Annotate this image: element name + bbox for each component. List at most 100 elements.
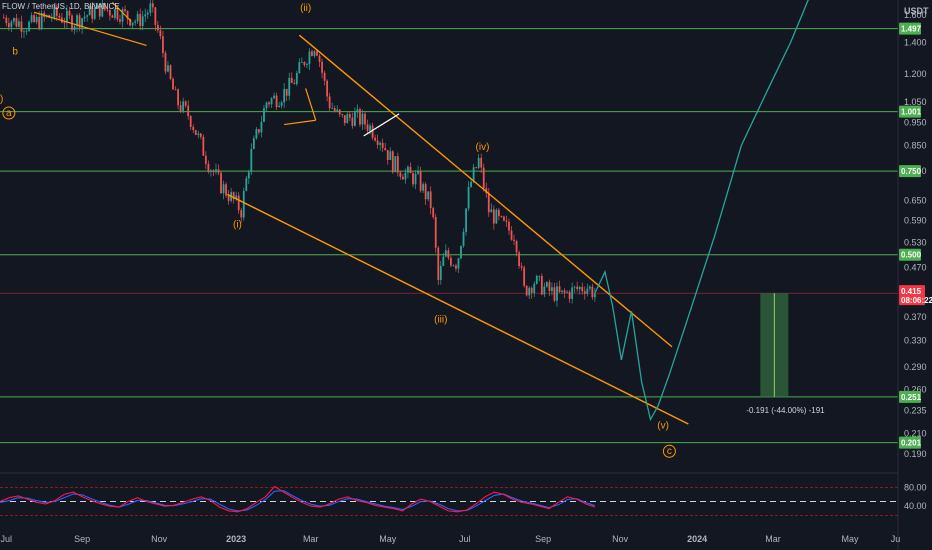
candle-body xyxy=(404,172,407,180)
candle-body xyxy=(179,105,182,112)
candle-body xyxy=(505,220,508,222)
candle-body xyxy=(28,21,30,31)
candle-body xyxy=(98,3,101,17)
candle-body xyxy=(124,9,126,11)
candle-body xyxy=(308,51,311,65)
candle-body xyxy=(220,172,222,194)
candle-body xyxy=(76,15,78,27)
candle-body xyxy=(7,23,10,28)
candle-body xyxy=(139,14,142,27)
candle-body xyxy=(497,209,500,217)
candle-body xyxy=(439,265,442,280)
candle-body xyxy=(386,150,389,161)
support-price-label: 0.251 xyxy=(901,393,922,402)
top-bar: FLOW / TetherUS, 1D, BINANCE xyxy=(2,2,120,11)
candle-body xyxy=(576,286,579,290)
candle-body xyxy=(260,121,263,133)
candle-body xyxy=(303,61,306,66)
candle-body xyxy=(326,80,329,97)
candle-body xyxy=(156,24,159,31)
support-price-badge xyxy=(899,165,921,178)
candle-body xyxy=(354,112,356,126)
candle-body xyxy=(389,151,392,161)
candle-body xyxy=(515,240,518,253)
candle-body xyxy=(164,52,167,72)
candle-body xyxy=(543,286,546,295)
candle-body xyxy=(586,288,589,294)
price-tick-label: 0.190 xyxy=(904,449,927,459)
candle-body xyxy=(144,14,147,17)
candle-body xyxy=(288,77,291,96)
candle-body xyxy=(295,73,298,85)
candle-body xyxy=(434,217,437,248)
candle-body xyxy=(374,137,377,141)
candle-body xyxy=(245,178,248,191)
candle-body xyxy=(492,209,495,224)
candle-body xyxy=(96,3,99,9)
price-tick-label: 1.050 xyxy=(904,97,927,107)
candle-body xyxy=(568,291,571,299)
candle-body xyxy=(581,287,584,292)
wave-label: a xyxy=(6,108,12,119)
candle-body xyxy=(490,209,493,213)
white-trendline xyxy=(363,113,400,137)
candle-body xyxy=(88,6,91,16)
symbol-title[interactable]: FLOW / TetherUS, 1D, BINANCE xyxy=(2,2,120,11)
candle-body xyxy=(391,151,394,173)
candle-body xyxy=(394,156,397,173)
candle-body xyxy=(136,14,139,22)
support-price-badge xyxy=(899,390,921,403)
candle-body xyxy=(68,10,71,16)
price-tick-label: 0.650 xyxy=(904,196,927,206)
candle-body xyxy=(321,61,323,73)
candle-body xyxy=(462,231,465,246)
candle-body xyxy=(134,21,137,23)
wave-label: (iii) xyxy=(434,314,447,325)
candle-body xyxy=(225,184,227,196)
time-tick-label: Mar xyxy=(765,534,781,544)
candle-body xyxy=(530,287,533,293)
osc-blue-line xyxy=(0,490,596,512)
wave-ii-base xyxy=(284,119,316,126)
candle-body xyxy=(247,172,250,179)
candle-body xyxy=(323,72,326,81)
candle-body xyxy=(53,6,56,18)
candle-body xyxy=(217,169,220,173)
candle-body xyxy=(513,239,515,241)
candle-body xyxy=(83,16,86,19)
candle-body xyxy=(523,267,526,286)
candle-body xyxy=(341,114,344,116)
support-price-label: 1.497 xyxy=(901,25,922,34)
time-tick-label: Jul xyxy=(459,534,471,544)
candle-body xyxy=(407,166,409,173)
candle-body xyxy=(556,286,558,301)
candle-body xyxy=(101,2,104,17)
candle-body xyxy=(210,170,212,172)
time-tick-label: Sep xyxy=(74,534,90,544)
candle-body xyxy=(412,173,414,185)
candle-body xyxy=(495,209,498,224)
candle-body xyxy=(177,89,179,106)
candle-body xyxy=(202,136,205,156)
support-price-label: 1.001 xyxy=(901,108,922,117)
time-tick-label: 2023 xyxy=(226,534,246,544)
candle-body xyxy=(465,208,467,232)
candle-body xyxy=(33,15,36,23)
candle-body xyxy=(182,101,185,112)
wave-label: (ii) xyxy=(300,3,311,14)
price-tick-label: 0.950 xyxy=(904,117,927,127)
projection-path xyxy=(594,0,809,422)
candle-body xyxy=(199,133,202,137)
candle-body xyxy=(283,88,286,103)
candle-body xyxy=(174,89,177,91)
oscillator-panel: 80.00 40.00 xyxy=(0,482,927,516)
support-price-badge xyxy=(899,436,921,449)
candle-body xyxy=(457,258,460,269)
candle-body xyxy=(212,170,215,173)
support-price-badge xyxy=(899,22,921,35)
candle-body xyxy=(533,283,536,293)
candle-body xyxy=(460,245,462,259)
candle-body xyxy=(298,62,301,74)
